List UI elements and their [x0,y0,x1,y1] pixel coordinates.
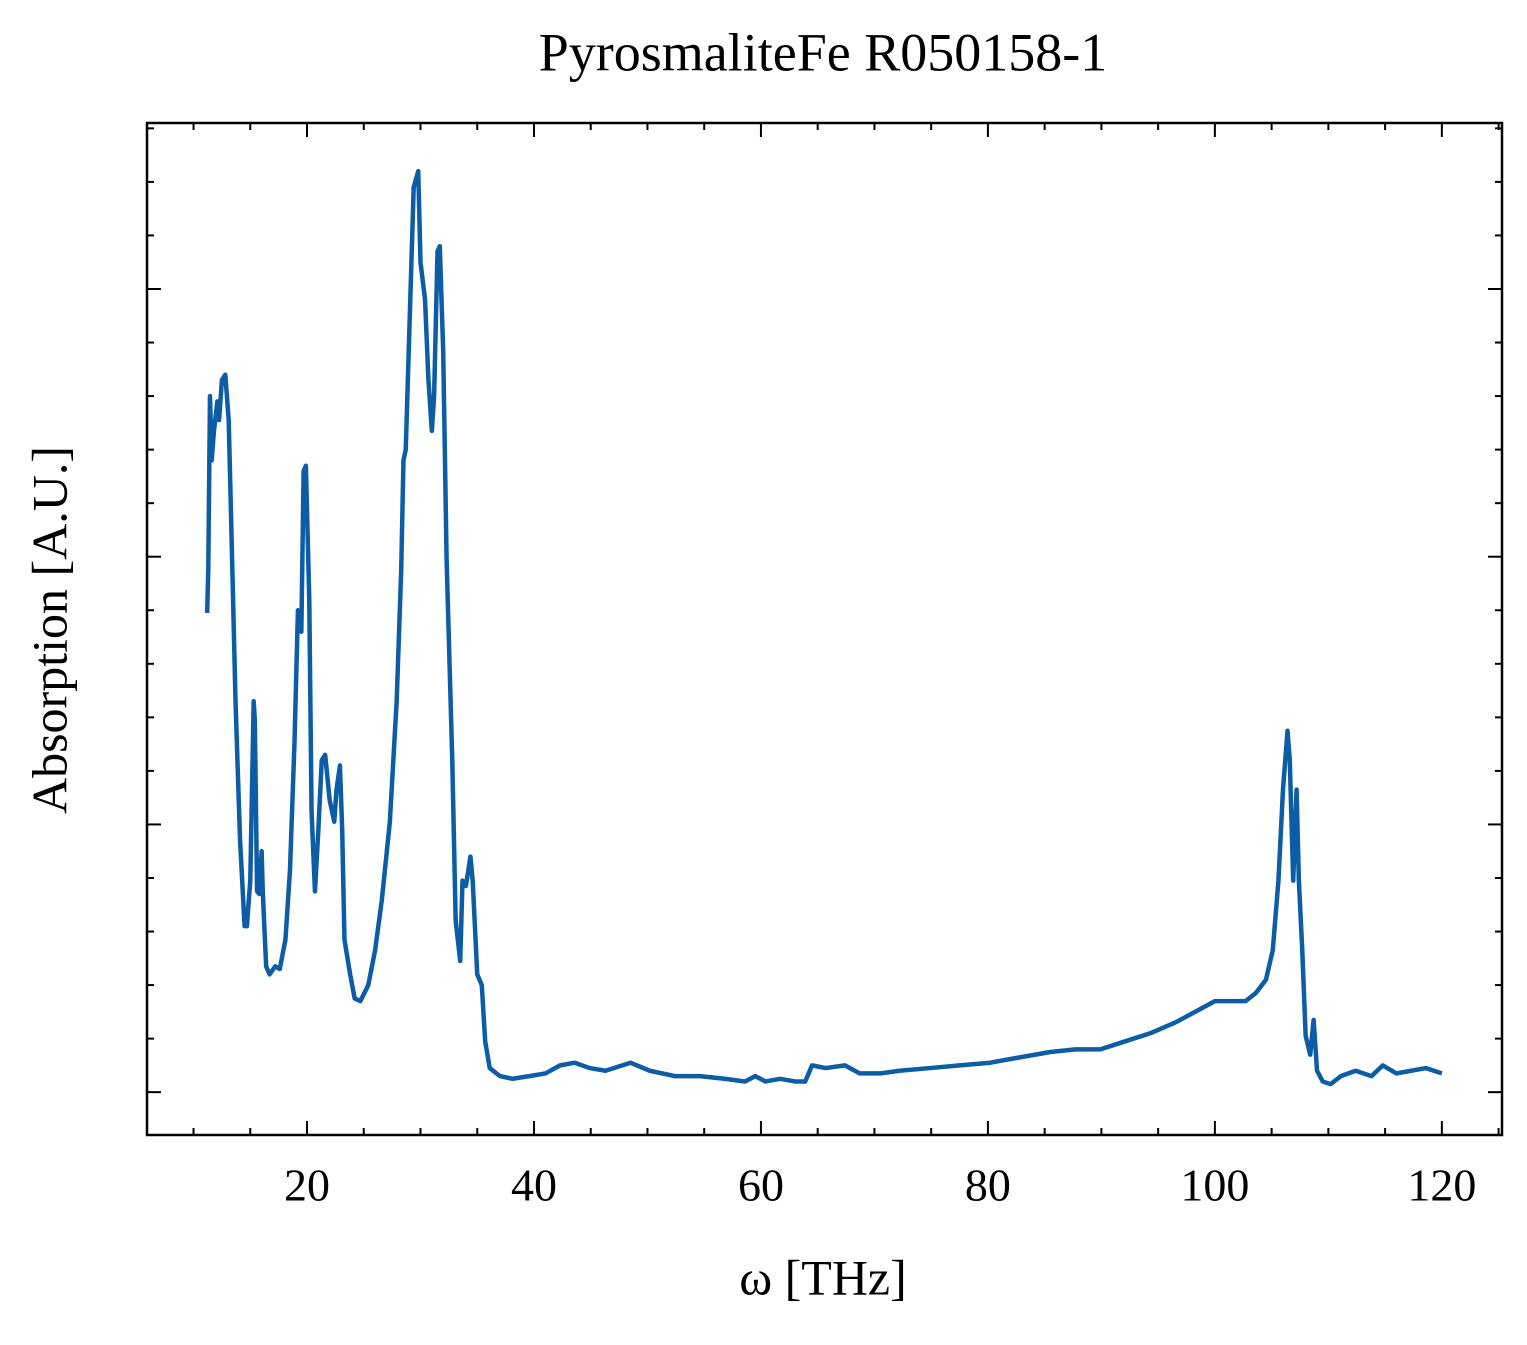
chart-title: PyrosmaliteFe R050158-1 [539,22,1107,82]
x-tick-label: 40 [511,1160,557,1211]
x-tick-label: 20 [284,1160,330,1211]
x-axis-label: ω [THz] [739,1249,907,1305]
x-tick-label: 100 [1180,1160,1249,1211]
x-tick-label: 120 [1407,1160,1476,1211]
y-axis-label: Absorption [A.U.] [21,446,77,814]
x-tick-label: 80 [965,1160,1011,1211]
plot-frame [145,121,1504,1137]
x-tick-label: 60 [738,1160,784,1211]
data-line [204,168,1443,1087]
